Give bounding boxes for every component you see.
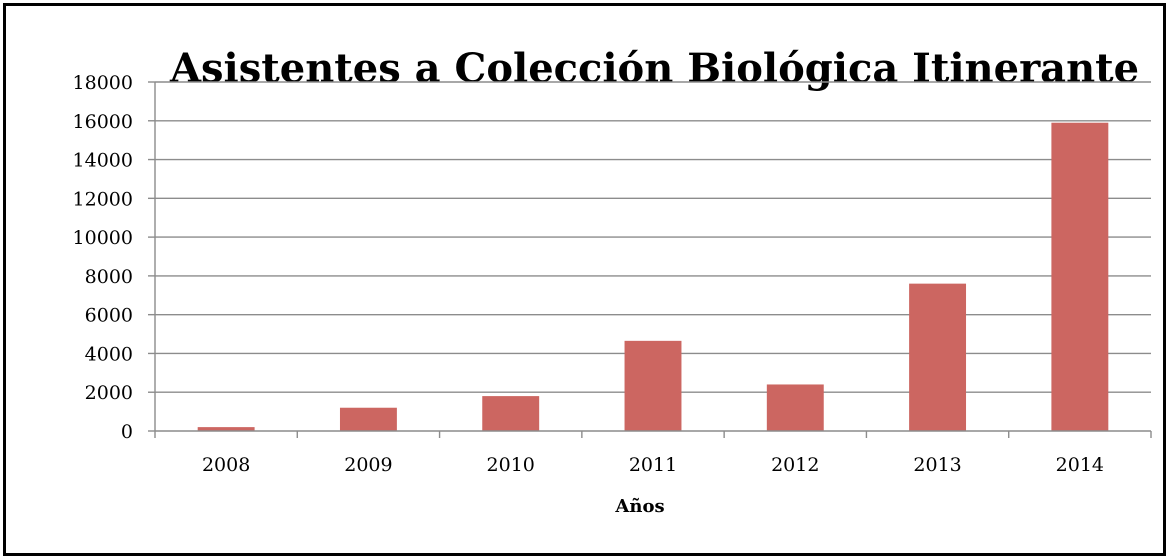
y-tick-label: 12000 xyxy=(73,188,133,210)
x-tick-label: 2013 xyxy=(913,454,961,476)
bar-2010 xyxy=(482,396,540,431)
chart-frame xyxy=(3,3,1166,556)
y-tick-label: 2000 xyxy=(85,382,133,404)
bar-2013 xyxy=(909,283,967,431)
bar-2014 xyxy=(1051,122,1109,431)
bar-2011 xyxy=(624,340,682,431)
x-tick-label: 2012 xyxy=(771,454,819,476)
bar-2008 xyxy=(197,427,255,431)
y-tick-label: 18000 xyxy=(73,72,133,94)
x-tick-label: 2009 xyxy=(344,454,392,476)
x-tick-label: 2008 xyxy=(202,454,250,476)
x-tick-label: 2014 xyxy=(1056,454,1104,476)
bar-2012 xyxy=(766,384,824,431)
x-tick-label: 2010 xyxy=(487,454,535,476)
gridlines xyxy=(155,81,1151,393)
chart-title: Asistentes a Colección Biológica Itinera… xyxy=(169,45,1139,92)
y-tick-labels: 0 2000 4000 6000 8000 10000 12000 14000 16000 180… xyxy=(73,72,133,443)
bar-2009 xyxy=(339,407,397,431)
axes xyxy=(148,81,1152,438)
y-tick-label: 6000 xyxy=(85,305,133,327)
x-tick-label: 2011 xyxy=(629,454,677,476)
y-tick-label: 16000 xyxy=(73,111,133,133)
x-tick-labels: 2008 2009 2010 2011 2012 2013 2014 xyxy=(202,454,1104,476)
bar-series xyxy=(197,122,1109,431)
y-tick-label: 8000 xyxy=(85,266,133,288)
y-tick-label: 0 xyxy=(121,421,133,443)
y-tick-label: 10000 xyxy=(73,227,133,249)
y-tick-label: 4000 xyxy=(85,343,133,365)
x-axis-title: Años xyxy=(614,496,664,517)
y-tick-label: 14000 xyxy=(73,150,133,172)
